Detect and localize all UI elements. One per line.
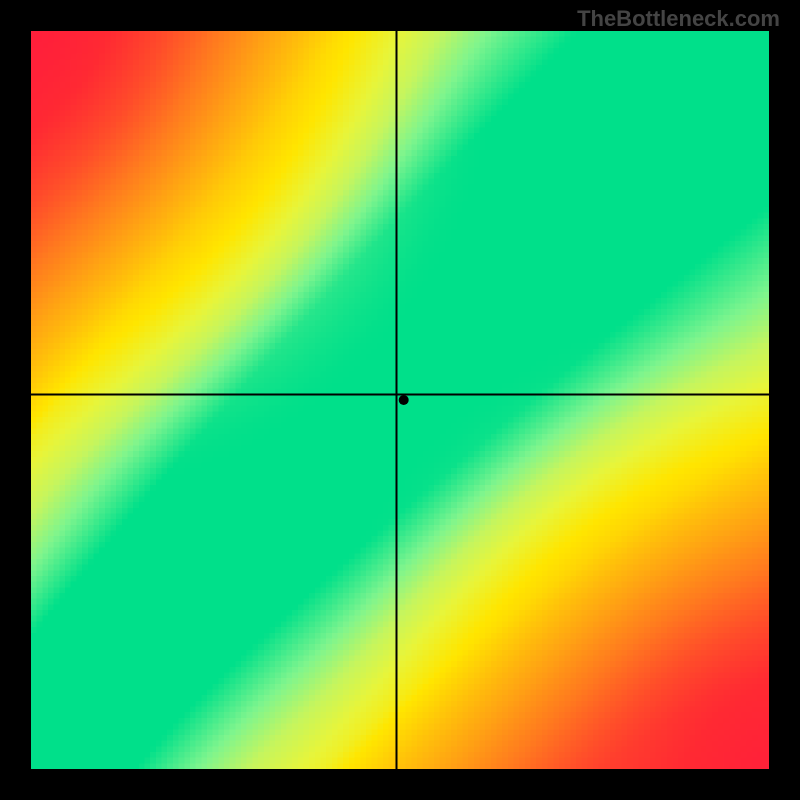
figure-root: TheBottleneck.com (0, 0, 800, 800)
crosshair-overlay (31, 31, 769, 769)
watermark-text: TheBottleneck.com (577, 6, 780, 32)
